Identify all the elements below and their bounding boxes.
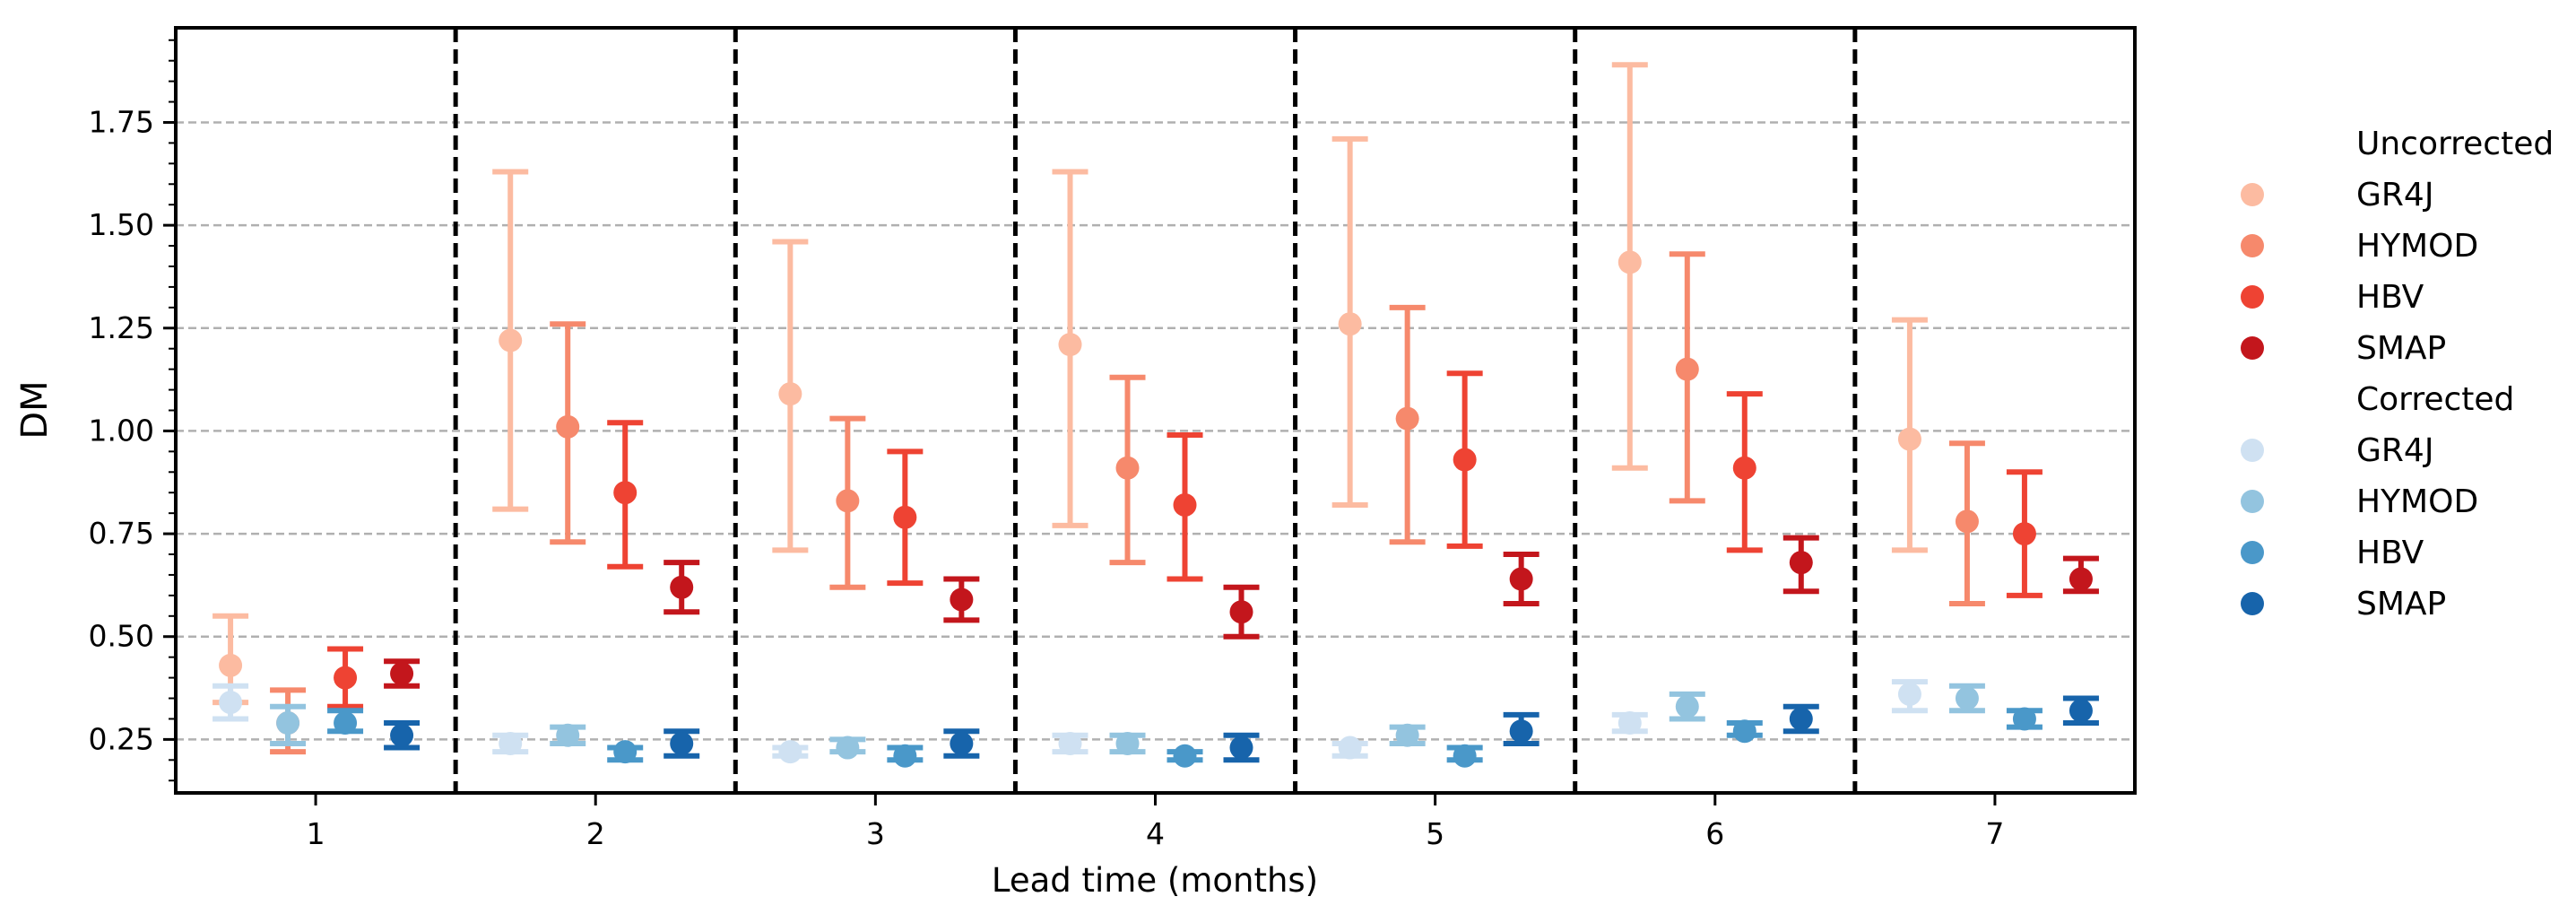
- y-tick-label: 0.50: [89, 619, 154, 654]
- group-separators: [453, 28, 1858, 793]
- data-point: [276, 711, 300, 736]
- data-point: [613, 481, 637, 505]
- data-point: [613, 740, 637, 764]
- x-tick-label: 1: [307, 816, 325, 851]
- legend-marker: [2241, 592, 2264, 615]
- data-point: [1173, 492, 1197, 517]
- data-point: [556, 723, 580, 747]
- x-tick-label: 5: [1426, 816, 1444, 851]
- data-point: [1509, 567, 1533, 591]
- data-point: [836, 736, 860, 760]
- data-point: [1675, 357, 1699, 381]
- x-tick-label: 6: [1705, 816, 1724, 851]
- data-point: [1338, 736, 1362, 760]
- data-point: [390, 723, 414, 747]
- data-point: [1675, 694, 1699, 718]
- data-point: [1058, 731, 1082, 755]
- data-point: [390, 662, 414, 686]
- x-tick-label: 4: [1146, 816, 1165, 851]
- data-point: [334, 711, 358, 736]
- data-point: [1058, 333, 1082, 357]
- data-point: [219, 691, 243, 715]
- legend-group-title: Corrected: [2356, 381, 2514, 418]
- data-point: [670, 731, 694, 755]
- data-point: [334, 666, 358, 690]
- data-point: [556, 414, 580, 439]
- data-point: [1618, 250, 1642, 274]
- data-point: [2069, 699, 2093, 723]
- y-tick-label: 1.50: [89, 207, 154, 242]
- y-tick-label: 0.25: [89, 721, 154, 756]
- data-point: [1789, 551, 1813, 575]
- data-point: [1789, 707, 1813, 731]
- x-axis-label: Lead time (months): [992, 861, 1318, 900]
- legend-marker: [2241, 439, 2264, 462]
- x-tick-label: 7: [1985, 816, 2004, 851]
- data-point: [1955, 509, 1979, 534]
- legend-marker: [2241, 490, 2264, 513]
- error-bar-marks: [212, 62, 2099, 768]
- legend-marker: [2241, 183, 2264, 206]
- y-axis-label: DM: [14, 380, 56, 439]
- data-point: [893, 505, 917, 529]
- x-tick-label: 2: [586, 816, 605, 851]
- data-point: [1338, 312, 1362, 336]
- legend-label: GR4J: [2356, 177, 2433, 213]
- data-point: [2012, 707, 2036, 731]
- data-point: [1173, 744, 1197, 768]
- x-tick-label: 3: [866, 816, 885, 851]
- data-point: [1732, 456, 1756, 480]
- data-point: [219, 653, 243, 677]
- legend-label: SMAP: [2356, 586, 2446, 622]
- data-point: [1229, 736, 1253, 760]
- data-point: [1115, 731, 1140, 755]
- data-point: [836, 489, 860, 513]
- data-point: [1897, 682, 1921, 706]
- data-point: [1897, 427, 1921, 451]
- legend: Uncorrected GR4J HYMOD HBV SMAP Corrected GR4J…: [2241, 126, 2554, 622]
- data-point: [1115, 456, 1140, 480]
- legend-label: HBV: [2356, 279, 2424, 316]
- data-point: [499, 731, 523, 755]
- data-point: [1509, 719, 1533, 744]
- data-point: [2069, 567, 2093, 591]
- legend-marker: [2241, 336, 2264, 360]
- legend-marker: [2241, 234, 2264, 257]
- legend-label: HYMOD: [2356, 483, 2478, 520]
- legend-label: GR4J: [2356, 432, 2433, 469]
- data-point: [1618, 711, 1642, 736]
- legend-marker: [2241, 285, 2264, 309]
- legend-marker: [2241, 541, 2264, 564]
- data-point: [1453, 744, 1477, 768]
- data-point: [1732, 719, 1756, 744]
- data-point: [1955, 686, 1979, 710]
- data-point: [2012, 522, 2036, 546]
- data-point: [778, 382, 802, 406]
- data-point: [1395, 406, 1419, 431]
- data-point: [670, 575, 694, 599]
- y-tick-label: 1.00: [89, 413, 154, 448]
- data-point: [950, 731, 974, 755]
- legend-label: HYMOD: [2356, 228, 2478, 265]
- data-point: [893, 744, 917, 768]
- y-tick-label: 0.75: [89, 516, 154, 551]
- grid-lines: [176, 121, 2135, 741]
- data-point: [1395, 723, 1419, 747]
- data-point: [950, 588, 974, 612]
- y-tick-label: 1.25: [89, 310, 154, 345]
- data-point: [1229, 600, 1253, 624]
- y-tick-label: 1.75: [89, 104, 154, 139]
- data-point: [778, 740, 802, 764]
- legend-group-title: Uncorrected: [2356, 126, 2554, 162]
- data-point: [1453, 448, 1477, 472]
- data-point: [499, 328, 523, 353]
- legend-label: HBV: [2356, 535, 2424, 571]
- legend-label: SMAP: [2356, 330, 2446, 367]
- axes: 0.25 0.50 0.75 1.00 1.25 1.50 1.75 1 2 3 4 5 6 7: [89, 39, 2004, 851]
